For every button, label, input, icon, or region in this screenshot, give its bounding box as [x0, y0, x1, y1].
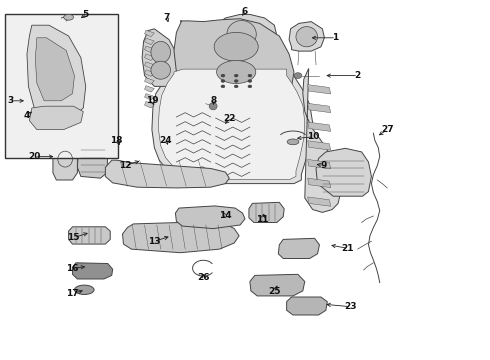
Ellipse shape [217, 60, 256, 84]
Ellipse shape [234, 80, 238, 82]
Text: 21: 21 [342, 244, 354, 253]
Text: 4: 4 [24, 111, 30, 120]
Ellipse shape [296, 27, 318, 47]
Text: 18: 18 [110, 136, 123, 145]
Ellipse shape [221, 74, 225, 77]
Polygon shape [145, 94, 154, 100]
Polygon shape [308, 85, 331, 94]
Polygon shape [145, 78, 154, 84]
Polygon shape [158, 69, 305, 179]
Polygon shape [289, 22, 324, 51]
Text: 17: 17 [66, 289, 79, 298]
Polygon shape [250, 274, 305, 296]
Ellipse shape [248, 80, 252, 82]
Polygon shape [77, 139, 108, 178]
Text: 16: 16 [66, 264, 79, 273]
Polygon shape [145, 46, 154, 53]
Ellipse shape [214, 32, 258, 61]
Polygon shape [308, 159, 331, 169]
Polygon shape [53, 140, 77, 180]
Polygon shape [142, 29, 180, 86]
Text: 22: 22 [223, 114, 236, 123]
Polygon shape [27, 25, 86, 119]
Text: 2: 2 [355, 71, 361, 80]
Text: 25: 25 [268, 287, 281, 296]
Text: 11: 11 [256, 215, 269, 224]
Text: 6: 6 [242, 7, 248, 16]
Polygon shape [145, 86, 154, 92]
Text: 8: 8 [210, 96, 216, 105]
Polygon shape [145, 54, 154, 60]
Ellipse shape [64, 14, 74, 20]
Polygon shape [105, 160, 229, 188]
Text: 26: 26 [197, 274, 210, 282]
Ellipse shape [151, 61, 171, 79]
Text: 3: 3 [8, 96, 14, 105]
Polygon shape [287, 297, 327, 315]
Polygon shape [308, 103, 331, 113]
Polygon shape [316, 148, 371, 196]
Polygon shape [69, 227, 110, 244]
Ellipse shape [248, 85, 252, 88]
Text: 19: 19 [146, 96, 158, 105]
Text: 27: 27 [381, 125, 393, 134]
Polygon shape [145, 38, 154, 45]
Polygon shape [145, 70, 154, 76]
Ellipse shape [294, 73, 302, 78]
Text: 15: 15 [67, 233, 80, 242]
Ellipse shape [221, 85, 225, 88]
Text: 14: 14 [219, 211, 232, 220]
Polygon shape [308, 197, 331, 206]
Polygon shape [35, 38, 74, 101]
Text: 23: 23 [344, 302, 357, 311]
Text: 10: 10 [307, 132, 320, 141]
Polygon shape [278, 238, 319, 258]
Polygon shape [174, 19, 294, 98]
Polygon shape [308, 178, 331, 188]
Polygon shape [308, 141, 331, 150]
Polygon shape [122, 222, 239, 253]
Polygon shape [152, 65, 313, 184]
Polygon shape [175, 206, 245, 229]
Ellipse shape [221, 80, 225, 82]
Text: 5: 5 [83, 10, 89, 19]
Ellipse shape [248, 74, 252, 77]
Ellipse shape [209, 103, 217, 110]
Polygon shape [213, 14, 277, 54]
Text: 9: 9 [320, 161, 327, 170]
Polygon shape [249, 202, 284, 222]
Ellipse shape [227, 21, 256, 48]
Polygon shape [145, 62, 154, 68]
Text: 12: 12 [119, 161, 131, 170]
Ellipse shape [234, 85, 238, 88]
Text: 13: 13 [148, 237, 161, 246]
Polygon shape [145, 102, 154, 108]
Ellipse shape [234, 74, 238, 77]
Text: 1: 1 [333, 33, 339, 42]
Polygon shape [308, 122, 331, 131]
Polygon shape [29, 106, 83, 130]
Text: 24: 24 [159, 136, 172, 145]
Polygon shape [303, 68, 341, 212]
Ellipse shape [74, 285, 94, 294]
Bar [5, 14, 118, 158]
Ellipse shape [287, 139, 299, 145]
Text: 20: 20 [28, 152, 41, 161]
Polygon shape [73, 263, 113, 279]
Polygon shape [145, 30, 154, 37]
Ellipse shape [151, 41, 171, 63]
Text: 7: 7 [163, 13, 170, 22]
